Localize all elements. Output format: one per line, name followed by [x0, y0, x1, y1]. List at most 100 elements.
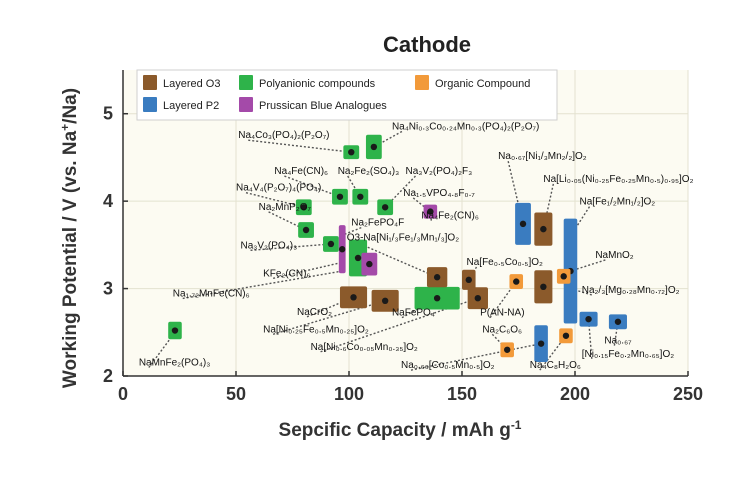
y-tick-label: 5	[103, 104, 113, 124]
data-point	[433, 274, 441, 281]
legend-swatch-pba	[239, 97, 253, 112]
legend-swatch-org	[415, 75, 429, 90]
data-point	[336, 193, 344, 200]
data-point	[327, 240, 335, 248]
material-label: Na₄Fe₂(CN)₆	[421, 211, 479, 222]
data-point	[585, 315, 592, 323]
data-point	[381, 297, 389, 305]
leader-line	[306, 296, 354, 318]
data-point	[513, 278, 520, 285]
data-point	[504, 346, 511, 353]
material-labels: NaMnFe₂(PO₄)₃ Na₄Co₃(PO₄)₂(P₂O₇) Na₄Ni₀.₃C…	[139, 121, 694, 371]
material-label: Na₂C₆O₆	[482, 324, 522, 335]
material-label: Na₀.₆₆[Co₀.₅Mn₀.₅]O₂	[401, 360, 495, 371]
x-axis-title-text: Sepcific Capacity / mAh g	[279, 420, 511, 441]
legend-label-org: Organic Compound	[435, 78, 530, 90]
data-point	[302, 226, 310, 234]
material-label: KFe₂(CN)₆	[263, 268, 310, 279]
y-axis-title-sup: +	[58, 124, 72, 131]
y-tick-label: 4	[103, 191, 113, 211]
leader-line	[245, 191, 304, 208]
material-label: Na₀.₆₇	[604, 336, 632, 347]
data-point	[339, 246, 346, 253]
leader-line	[250, 243, 331, 252]
x-tick-label: 0	[118, 384, 128, 404]
axes: 0 50 100 150 200 250 2 3 4 5	[103, 70, 703, 404]
leader-line	[356, 241, 438, 278]
legend-label-p2: Layered P2	[163, 100, 219, 112]
material-label: NaMnFe₂(PO₄)₃	[139, 358, 211, 369]
legend-swatch-p2	[143, 97, 157, 112]
data-point	[474, 294, 482, 302]
leader-line	[539, 335, 567, 371]
y-axis-title: Working Potential / V (vs. Na+/Na)	[58, 88, 81, 388]
data-point	[370, 143, 378, 151]
legend-label-o3: Layered O3	[163, 78, 220, 90]
data-point	[537, 340, 545, 347]
leader-line	[373, 130, 403, 148]
material-label: Na₃V₂(PO₄)₂F₃	[406, 166, 473, 177]
x-tick-label: 200	[560, 384, 590, 404]
material-label: Na₂/₃[Mg₀.₂₈Mn₀.₇₂]O₂	[582, 285, 680, 296]
data-point	[465, 276, 472, 284]
material-label: Na[Ni₀.₂₅Fe₀.₅Mn₀.₂₅]O₂	[263, 324, 369, 335]
material-label: Na₄C₈H₂O₆	[530, 360, 581, 371]
material-label: O3-Na[Ni₁/₃Fe₁/₃Mn₁/₃]O₂	[347, 232, 459, 243]
data-point	[354, 254, 362, 262]
material-label: Na₁.₅VPO₄.₈F₀.₇	[403, 188, 475, 199]
material-label: Na₂Fe₂(SO₄)₃	[338, 166, 399, 177]
leader-line	[268, 211, 307, 231]
y-axis-title-text: Working Potential / V (vs. Na	[60, 130, 81, 388]
y-tick-label: 2	[103, 366, 113, 386]
material-label: Na[Li₀.₀₅(Ni₀.₂₅Fe₀.₂₅Mn₀.₅)₀.₉₅]O₂	[543, 174, 693, 185]
material-label: Na[Ni₀.₆Co₀.₀₅Mn₀.₃₅]O₂	[311, 342, 418, 353]
data-point	[427, 208, 434, 215]
legend-swatch-o3	[143, 75, 157, 90]
leader-line	[182, 270, 343, 300]
material-label: Na₄V₄(P₂O₇)₄(PO₄)	[236, 183, 321, 194]
data-point	[348, 148, 355, 156]
x-tick-label: 150	[447, 384, 477, 404]
material-label: Na[Fe₀.₅Co₀.₅]O₂	[467, 257, 543, 268]
material-label: Na₄Co₃(PO₄)₂(P₂O₇)	[238, 130, 329, 141]
material-label: Na₃V₂(PO₄)₃	[241, 240, 298, 251]
x-tick-label: 50	[226, 384, 246, 404]
data-point	[350, 294, 357, 301]
data-point	[357, 193, 364, 200]
data-point	[381, 204, 389, 211]
material-label: Na₄Fe(CN)₆	[274, 166, 328, 177]
y-axis-title-tail: /Na)	[60, 88, 81, 124]
leader-line	[248, 139, 352, 153]
legend-frame	[136, 69, 558, 121]
chart-title: Cathode	[383, 32, 471, 57]
x-axis-title: Sepcific Capacity / mAh g-1	[279, 418, 522, 441]
data-marks	[168, 134, 627, 363]
material-label: Na₁.₇₂MnFe(CN)₆	[173, 288, 250, 299]
material-label: Na₀.₆₇[Ni₁/₃Mn₂/₂]O₂	[498, 151, 587, 162]
data-point	[366, 260, 373, 268]
material-label: NaCrO₂	[297, 307, 332, 318]
data-point	[433, 294, 441, 302]
x-tick-label: 250	[673, 384, 703, 404]
material-label: [Ni₀.₁₅Fe₀.₂Mn₀.₆₅]O₂	[582, 349, 674, 360]
material-label: Na₂FePO₄F	[351, 218, 404, 229]
legend-swatch-poly	[239, 75, 253, 90]
data-point	[540, 283, 547, 291]
data-point	[614, 318, 622, 325]
x-tick-label: 100	[334, 384, 364, 404]
y-tick-label: 3	[103, 279, 113, 299]
legend-label-poly: Polyanionic compounds	[259, 78, 376, 90]
material-label: P(AN-NA)	[480, 308, 524, 319]
data-point	[171, 327, 179, 334]
data-point	[540, 225, 547, 233]
material-label: Na₄Ni₀.₃Co₀.₂₄Mn₀.₃(PO₄)₂(P₂O₇)	[392, 121, 539, 132]
material-label: Na₂MnP₂O₇	[259, 202, 312, 213]
material-label: Na[Fe₁/₂Mn₁/₂]O₂	[580, 197, 656, 208]
data-point	[300, 204, 307, 211]
x-axis-title-sup: -1	[511, 418, 522, 432]
material-label: NaMnO₂	[595, 250, 633, 261]
legend: Layered O3 Layered P2 Polyanionic compound…	[136, 69, 558, 121]
legend-label-pba: Prussican Blue Analogues	[259, 100, 387, 112]
data-point	[562, 332, 570, 339]
